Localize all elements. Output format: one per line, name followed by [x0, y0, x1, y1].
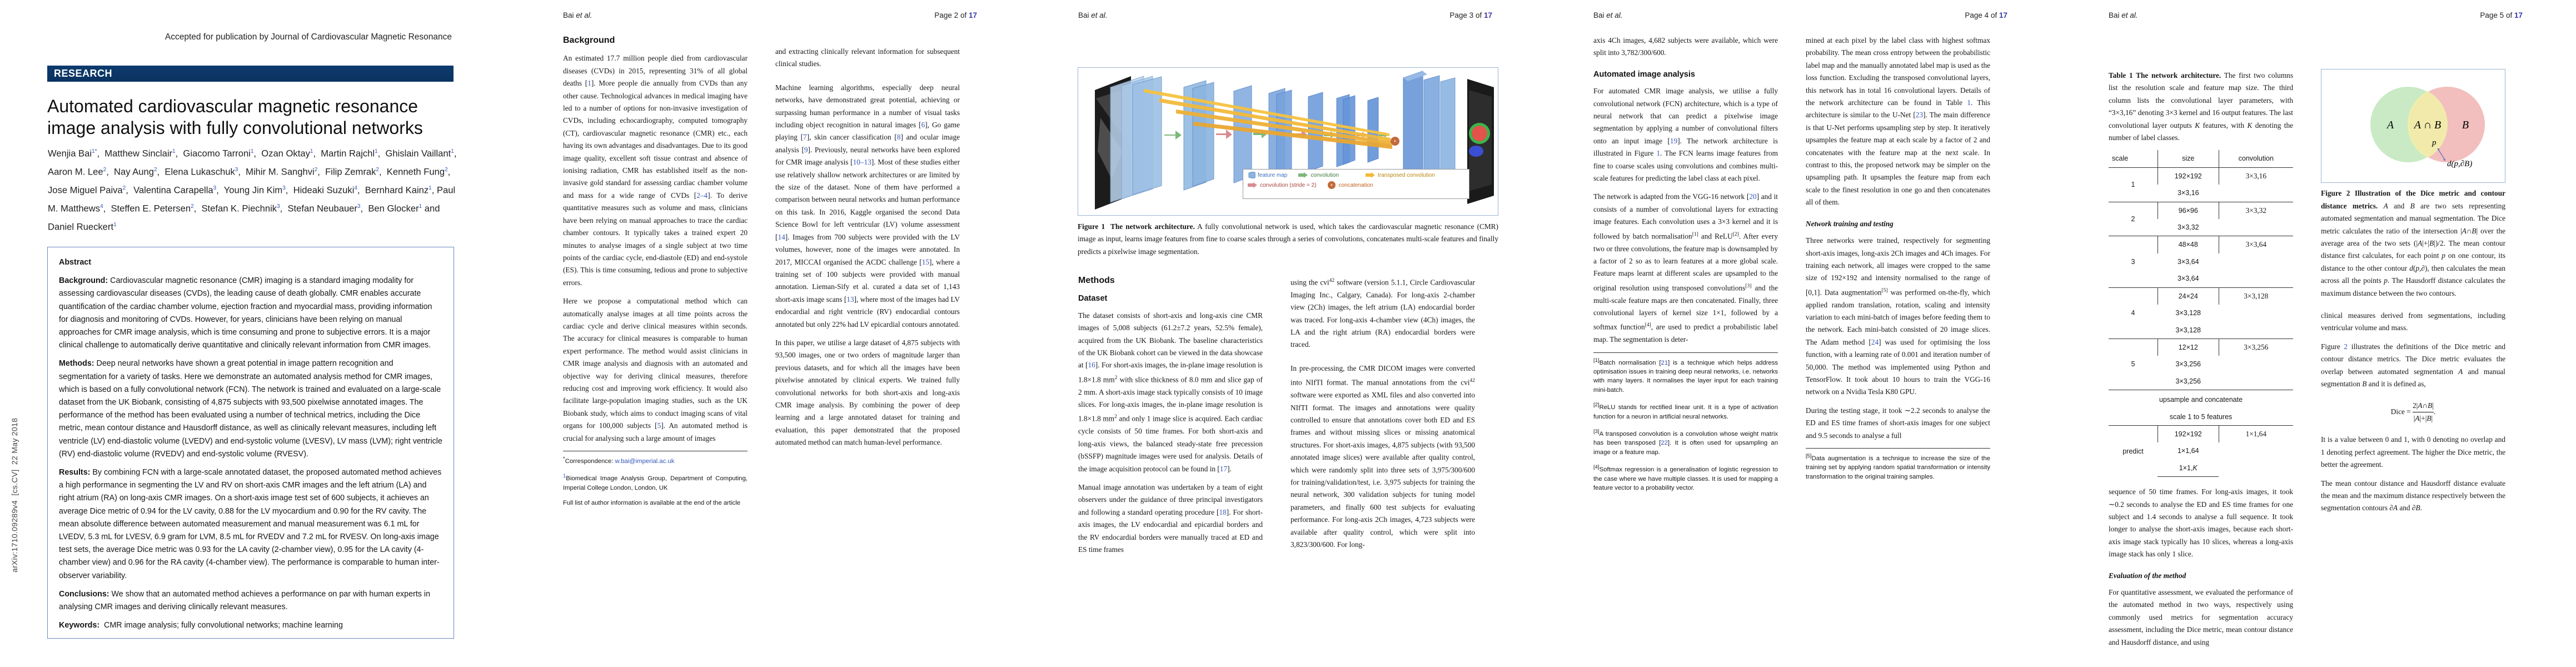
- svg-text:B: B: [2462, 119, 2469, 131]
- svg-text:A: A: [2386, 119, 2394, 131]
- svg-text:A ∩ B: A ∩ B: [2413, 119, 2442, 131]
- svg-text:+: +: [1393, 138, 1396, 144]
- svg-text:p: p: [2431, 138, 2437, 147]
- svg-text:+: +: [1331, 182, 1333, 188]
- svg-text:d(p,∂B): d(p,∂B): [2447, 160, 2472, 168]
